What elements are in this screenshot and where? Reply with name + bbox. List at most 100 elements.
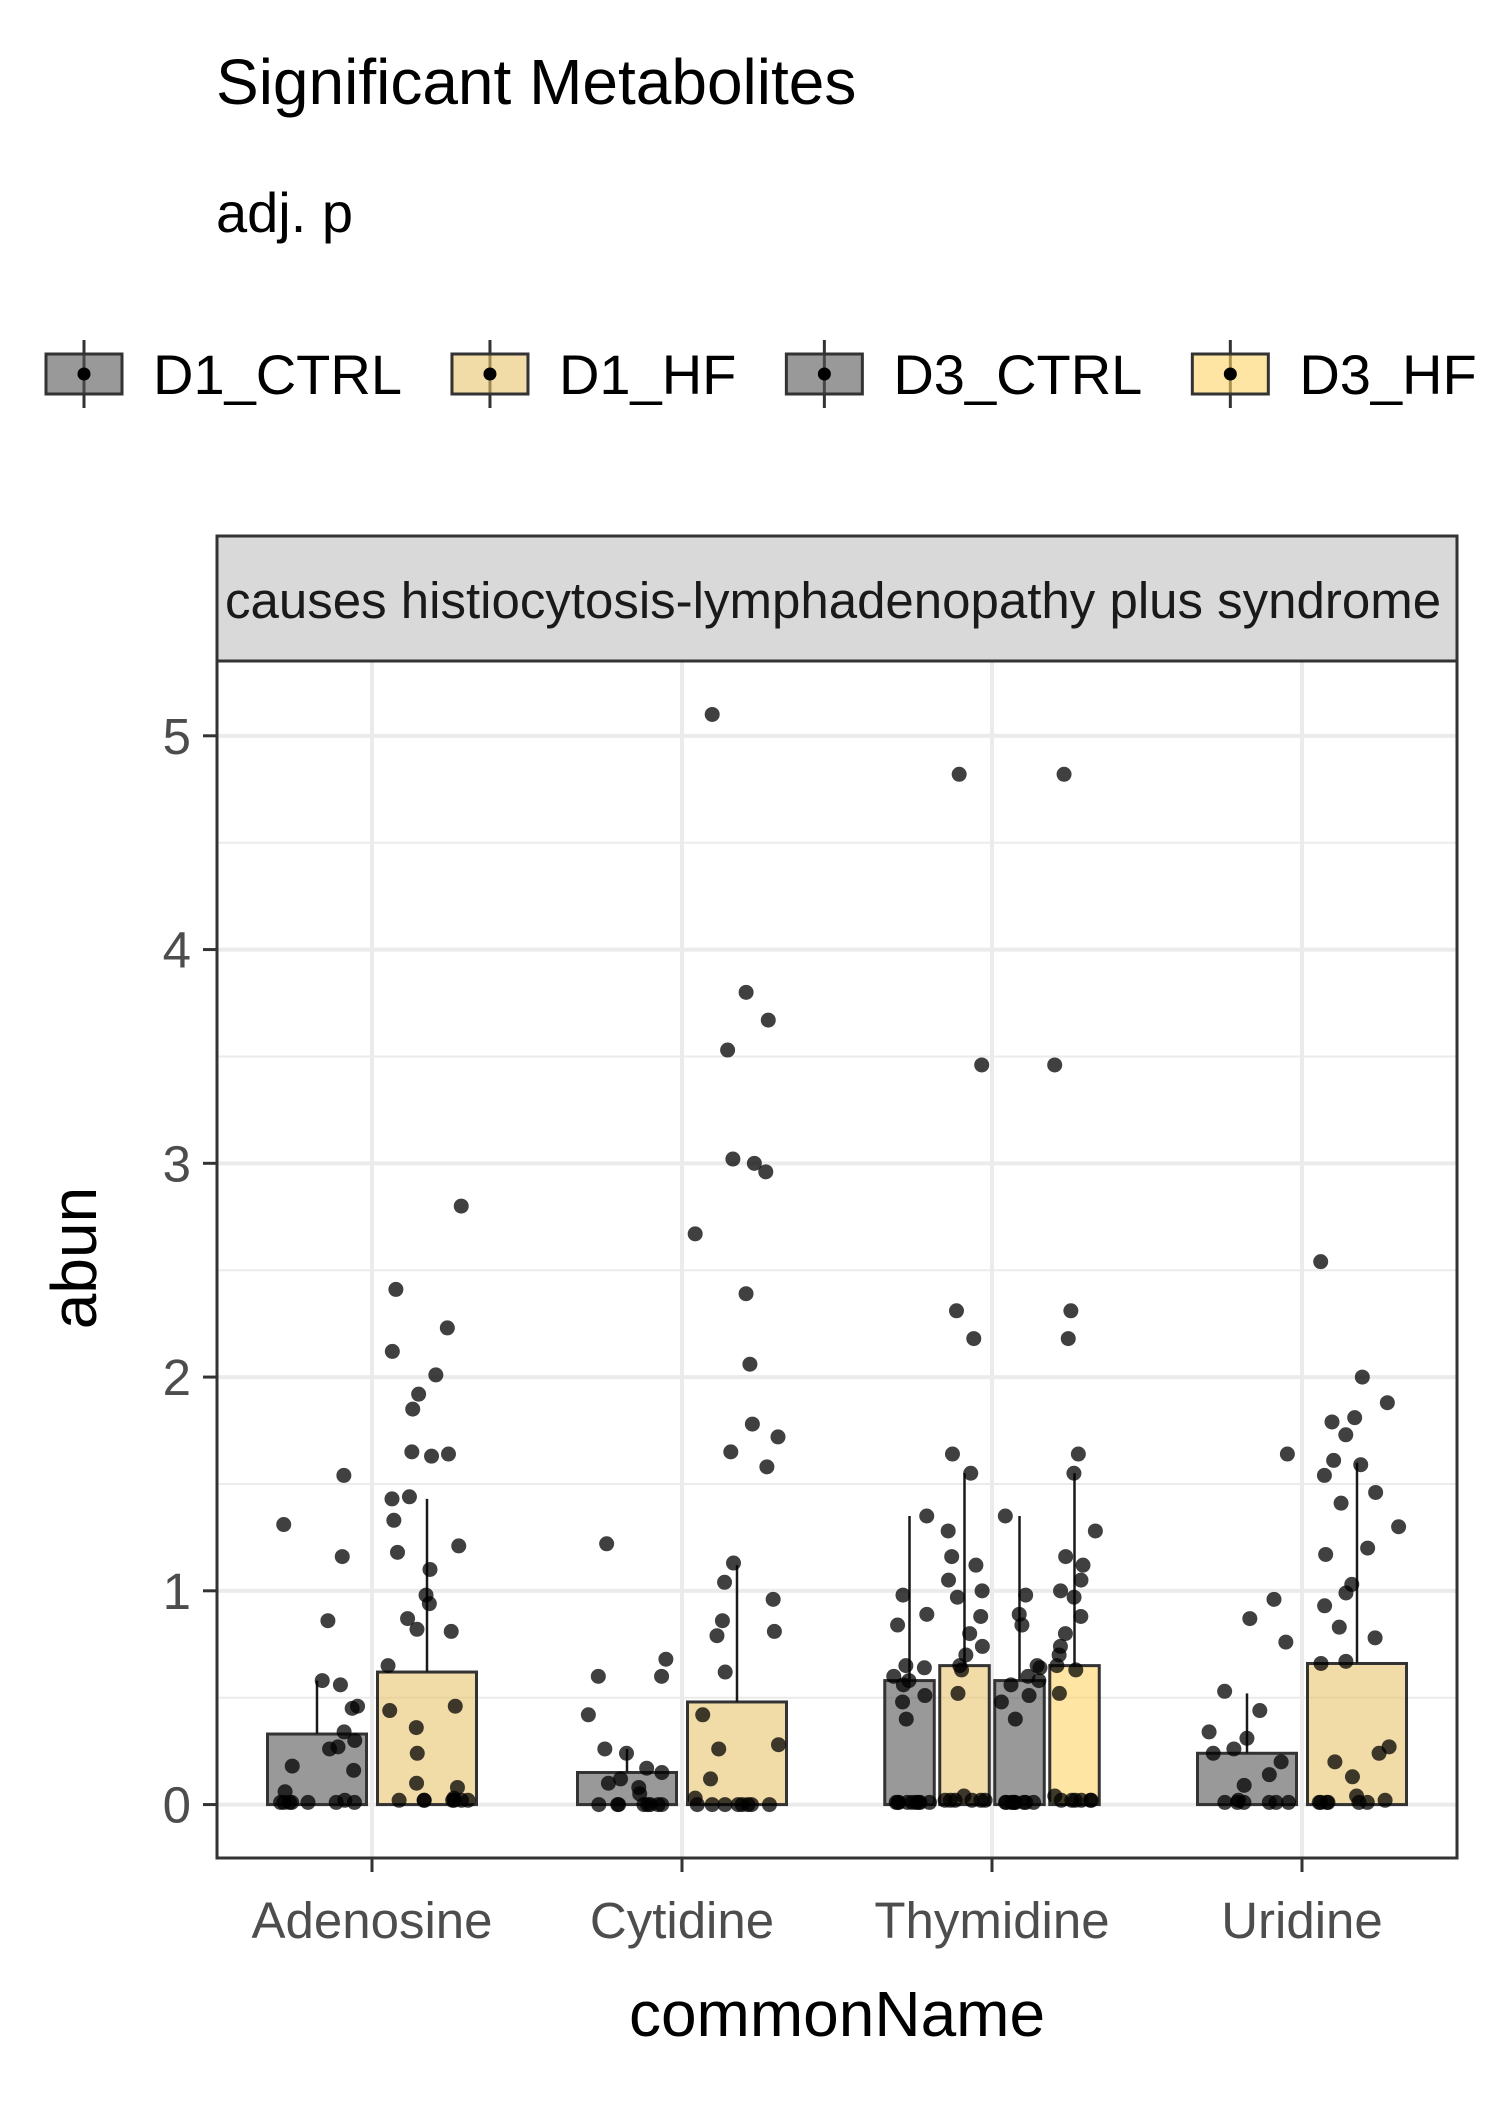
data-point	[917, 1688, 933, 1704]
data-point	[725, 1151, 741, 1167]
data-point	[408, 1720, 424, 1736]
chart-title: Significant Metabolites	[216, 46, 856, 118]
y-tick-label: 2	[163, 1349, 191, 1406]
data-point	[1047, 1057, 1063, 1073]
data-point	[720, 1042, 736, 1058]
data-point	[704, 706, 720, 722]
data-point	[717, 1574, 733, 1590]
data-point	[742, 1356, 758, 1372]
data-point	[1313, 1254, 1329, 1270]
data-point	[941, 1572, 957, 1588]
data-point	[916, 1660, 932, 1676]
data-point	[1018, 1587, 1034, 1603]
data-point	[276, 1794, 292, 1810]
bar	[938, 1664, 991, 1807]
data-point	[973, 1608, 989, 1624]
axes: 0 1 2 3 4 5 Adenosine Cytidine Thymidine Uridine	[163, 708, 1383, 1949]
data-point	[1063, 1303, 1079, 1319]
data-point	[1268, 1794, 1284, 1810]
plot-panel	[217, 661, 1457, 1858]
data-point	[746, 1155, 762, 1171]
data-point	[1068, 1662, 1084, 1678]
data-point	[284, 1758, 300, 1774]
data-point	[347, 1732, 363, 1748]
data-point	[1331, 1619, 1347, 1635]
chart-subtitle: adj. p	[216, 181, 353, 244]
legend-item: D1_CTRL	[44, 340, 402, 408]
data-point	[1367, 1630, 1383, 1646]
data-point	[714, 1613, 730, 1629]
data-point	[1217, 1794, 1233, 1810]
data-point	[639, 1760, 655, 1776]
data-point	[388, 1281, 404, 1297]
data-point	[1021, 1688, 1037, 1704]
data-point	[384, 1491, 400, 1507]
data-point	[1252, 1703, 1268, 1719]
data-point	[443, 1623, 459, 1639]
data-point	[1031, 1673, 1047, 1689]
plot-border	[215, 659, 1459, 1860]
data-point	[944, 1446, 960, 1462]
data-point	[766, 1623, 782, 1639]
data-point	[947, 1792, 963, 1808]
data-point	[1060, 1331, 1076, 1347]
data-point	[1236, 1777, 1252, 1793]
data-point	[1379, 1395, 1395, 1411]
data-point	[1326, 1452, 1342, 1468]
legend-label: D1_HF	[559, 343, 736, 406]
legend-key-point	[77, 367, 91, 381]
y-tick-label: 5	[163, 708, 191, 765]
data-point	[1087, 1523, 1103, 1539]
data-point	[320, 1613, 336, 1629]
bar	[1306, 1661, 1408, 1807]
data-point	[717, 1797, 733, 1813]
data-point	[997, 1508, 1013, 1524]
data-point	[695, 1707, 711, 1723]
data-point	[919, 1606, 935, 1622]
data-point	[890, 1617, 906, 1633]
data-point	[1070, 1446, 1086, 1462]
data-point	[391, 1792, 407, 1808]
data-point	[966, 1331, 982, 1347]
data-point	[974, 1057, 990, 1073]
data-point	[951, 766, 967, 782]
data-point	[654, 1668, 670, 1684]
data-point	[1217, 1683, 1233, 1699]
data-point	[590, 1668, 606, 1684]
legend-key-point	[483, 367, 497, 381]
data-point	[1278, 1634, 1294, 1650]
data-point	[1319, 1794, 1335, 1810]
data-point	[1066, 1589, 1082, 1605]
data-point	[1067, 1792, 1083, 1808]
data-point	[1371, 1745, 1387, 1761]
data-point	[1351, 1794, 1367, 1810]
data-point	[591, 1797, 607, 1813]
data-point	[765, 1591, 781, 1607]
data-point	[386, 1512, 402, 1528]
data-point	[711, 1741, 727, 1757]
data-point	[944, 1549, 960, 1565]
data-point	[1391, 1519, 1407, 1535]
data-point	[276, 1517, 292, 1533]
data-point	[950, 1685, 966, 1701]
data-point	[1053, 1583, 1069, 1599]
data-point	[1073, 1572, 1089, 1588]
data-point	[314, 1673, 330, 1689]
data-point	[409, 1745, 425, 1761]
data-point	[1317, 1598, 1333, 1614]
data-point	[1377, 1792, 1393, 1808]
data-point	[898, 1711, 914, 1727]
legend-label: D1_CTRL	[153, 343, 402, 406]
y-axis-title: abun	[38, 1187, 110, 1329]
data-point	[428, 1367, 444, 1383]
x-tick-label: Thymidine	[874, 1892, 1109, 1949]
data-point	[1273, 1754, 1289, 1770]
data-point	[703, 1771, 719, 1787]
data-point	[1003, 1677, 1019, 1693]
legend-item: D1_HF	[450, 340, 736, 408]
data-point	[760, 1012, 776, 1028]
data-point	[1229, 1794, 1245, 1810]
data-point	[717, 1664, 733, 1680]
data-point	[738, 1286, 754, 1302]
data-point	[919, 1508, 935, 1524]
